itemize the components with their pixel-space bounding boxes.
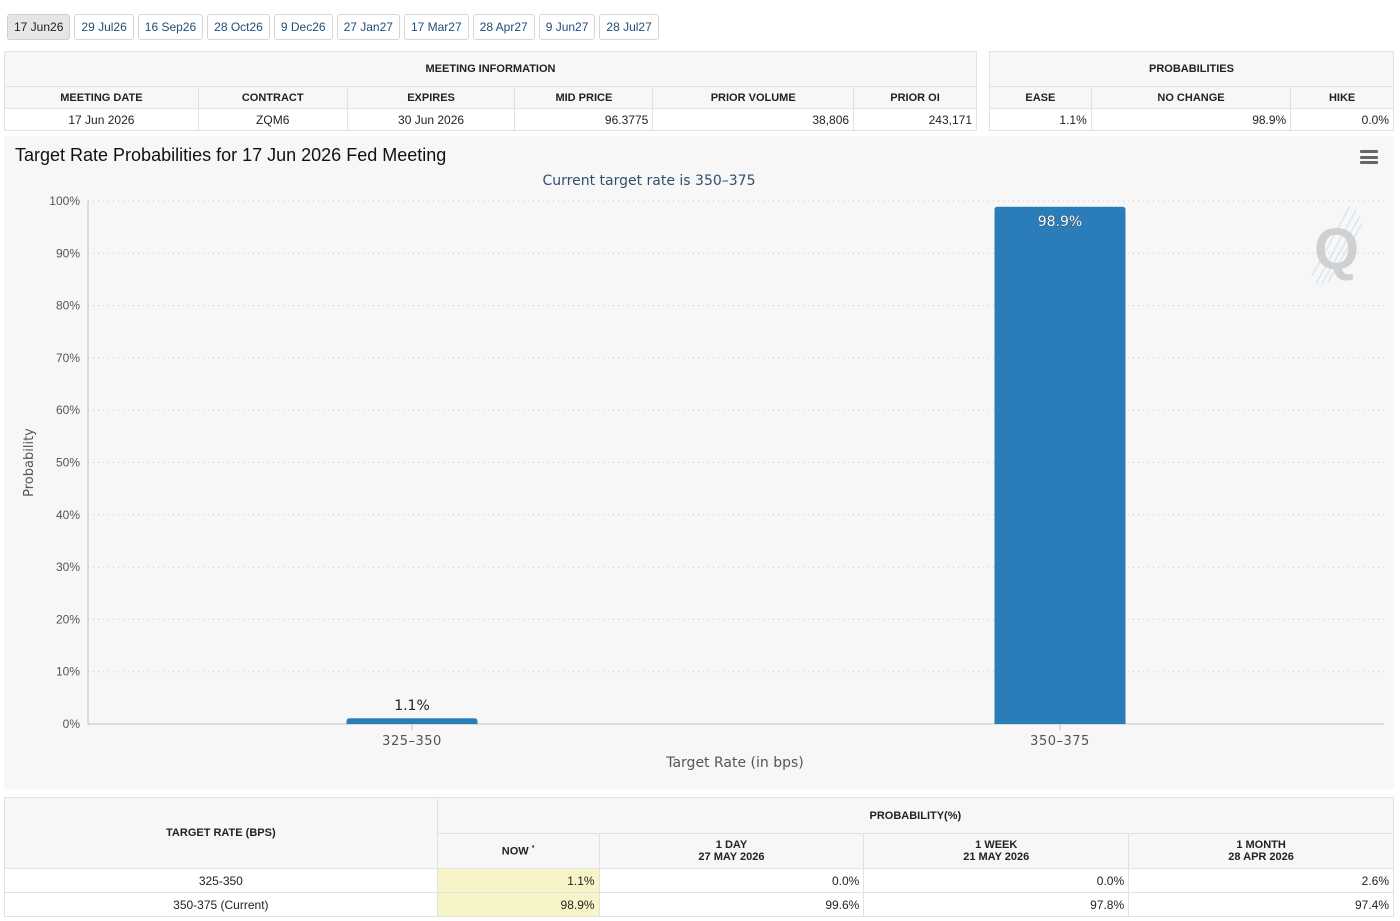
rate-cell: 350-375 (Current) [4,892,438,917]
y-tick-label: 20% [56,612,80,626]
y-axis-title: Probability [22,428,37,497]
probabilities-table: PROBABILITIES EASE NO CHANGE HIKE 1.1% 9… [989,51,1394,131]
header-meeting-date: MEETING DATE [4,86,199,109]
header-mid-price: MID PRICE [514,86,654,109]
y-tick-label: 60% [56,403,80,417]
col-label: 1 DAY [715,839,748,851]
y-tick-label: 80% [56,299,80,313]
tab-28-jul27[interactable]: 28 Jul27 [599,14,659,40]
meeting-date-tabs: 17 Jun26 29 Jul26 16 Sep26 28 Oct26 9 De… [7,14,659,40]
tab-17-mar27[interactable]: 17 Mar27 [403,14,469,40]
tab-29-jul26[interactable]: 29 Jul26 [74,14,134,40]
mid-price-value: 96.3775 [514,108,654,131]
tab-9-dec26[interactable]: 9 Dec26 [273,14,333,40]
expires-value: 30 Jun 2026 [347,108,516,131]
meeting-information-title: MEETING INFORMATION [4,51,977,87]
contract-value: ZQM6 [198,108,348,131]
ease-value: 1.1% [989,108,1092,131]
header-1-week: 1 WEEK 21 MAY 2026 [863,833,1130,869]
y-tick-label: 0% [63,717,81,731]
tab-17-jun26[interactable]: 17 Jun26 [7,14,71,40]
header-ease: EASE [989,86,1092,109]
one-week-cell: 97.8% [863,892,1130,917]
x-axis-title: Target Rate (in bps) [665,755,804,771]
tab-16-sep26[interactable]: 16 Sep26 [137,14,204,40]
x-tick-label: 325–350 [382,734,442,749]
table-row: 325-350 1.1% 0.0% 0.0% 2.6% [4,868,1394,893]
svg-text:Q: Q [1314,217,1359,282]
meeting-information-table: MEETING INFORMATION MEETING DATE CONTRAC… [4,51,977,131]
chart-title: Target Rate Probabilities for 17 Jun 202… [15,145,447,165]
col-label: 1 WEEK [975,839,1018,851]
tab-27-jan27[interactable]: 27 Jan27 [336,14,400,40]
now-cell: 1.1% [437,868,600,893]
one-month-cell: 97.4% [1128,892,1394,917]
hike-value: 0.0% [1290,108,1394,131]
no-change-value: 98.9% [1091,108,1292,131]
header-hike: HIKE [1290,86,1394,109]
one-month-cell: 2.6% [1128,868,1394,893]
target-rate-chart: Q 0% 10% 20% 30% 40% 50% 60% 70% 80% 90% 100% 325–3… [22,173,1384,771]
col-label: 1 MONTH [1236,839,1286,851]
col-date: 27 MAY 2026 [698,851,765,863]
watermark-logo-icon: Q [1311,205,1363,285]
y-tick-label: 50% [56,456,80,470]
tab-28-oct26[interactable]: 28 Oct26 [207,14,270,40]
prior-volume-value: 38,806 [652,108,855,131]
y-tick-label: 70% [56,351,80,365]
one-day-cell: 99.6% [599,892,865,917]
chart-panel: Q 0% 10% 20% 30% 40% 50% 60% 70% 80% 90% 100% 325–3… [4,136,1394,789]
col-date: 28 APR 2026 [1228,851,1294,863]
prior-oi-value: 243,171 [853,108,977,131]
chart-subtitle: Current target rate is 350–375 [542,173,755,189]
y-tick-label: 90% [56,246,80,260]
meeting-date-value: 17 Jun 2026 [4,108,199,131]
probabilities-title: PROBABILITIES [989,51,1394,87]
one-day-cell: 0.0% [599,868,865,893]
now-cell: 98.9% [437,892,600,917]
header-now: NOW * [437,833,600,869]
header-contract: CONTRACT [198,86,348,109]
header-expires: EXPIRES [347,86,516,109]
rate-cell: 325-350 [4,868,438,893]
header-1-day: 1 DAY 27 MAY 2026 [599,833,865,869]
y-tick-label: 30% [56,560,80,574]
y-tick-label: 10% [56,665,80,679]
table-row: 350-375 (Current) 98.9% 99.6% 97.8% 97.4… [4,892,1394,917]
header-prior-volume: PRIOR VOLUME [652,86,855,109]
tab-28-apr27[interactable]: 28 Apr27 [472,14,535,40]
data-label: 1.1% [394,698,430,714]
y-tick-label: 100% [49,194,80,208]
col-date: 21 MAY 2026 [963,851,1030,863]
header-probability-group: PROBABILITY(%) [437,797,1394,834]
header-1-month: 1 MONTH 28 APR 2026 [1128,833,1394,869]
probability-history-table: TARGET RATE (BPS) PROBABILITY(%) NOW * 1… [4,797,1394,917]
y-tick-label: 40% [56,508,80,522]
header-target-rate: TARGET RATE (BPS) [4,797,438,869]
now-label: NOW [501,845,529,858]
x-tick-label: 350–375 [1030,734,1090,749]
one-week-cell: 0.0% [863,868,1130,893]
header-no-change: NO CHANGE [1091,86,1292,109]
now-marker: * [531,844,535,852]
header-prior-oi: PRIOR OI [853,86,977,109]
data-label: 98.9% [1038,214,1082,230]
bar [994,206,1126,724]
bar [346,718,478,724]
chart-menu-icon[interactable] [1360,150,1378,164]
tab-9-jun27[interactable]: 9 Jun27 [538,14,596,40]
